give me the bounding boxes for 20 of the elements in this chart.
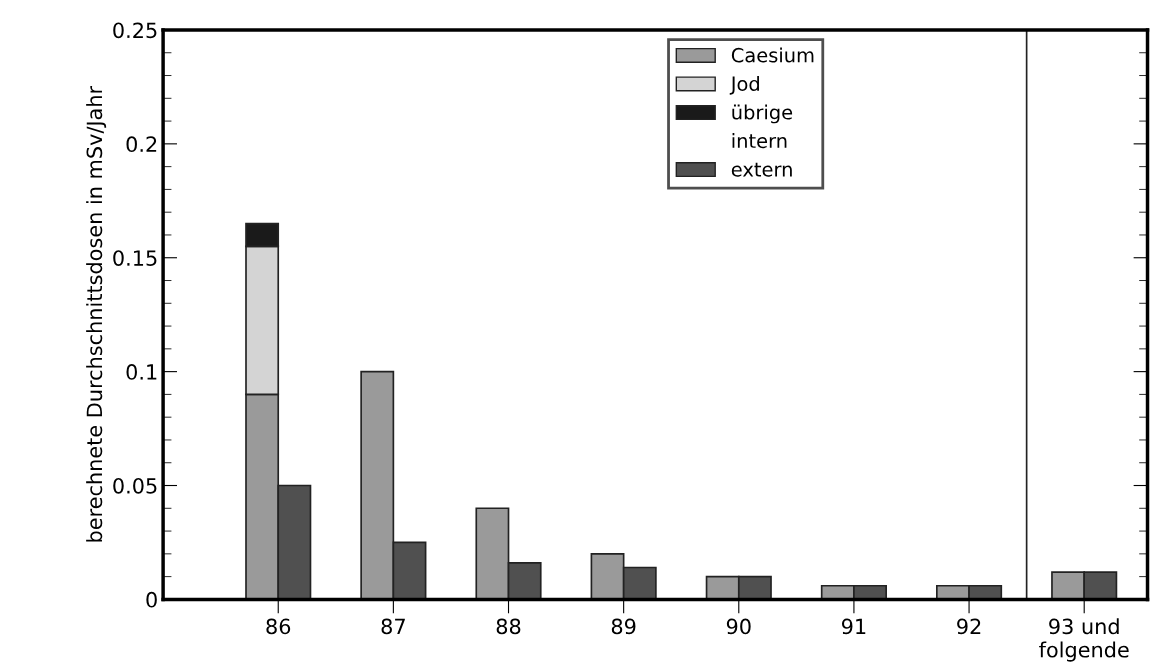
y-tick-label: 0.15 xyxy=(113,250,157,266)
x-tick-label: 92 xyxy=(957,618,981,635)
x-tick-label: 86 xyxy=(266,618,291,635)
legend-label: extern xyxy=(731,162,792,177)
x-tick-label: 90 xyxy=(726,618,751,635)
x-tick-label: 93 und folgende xyxy=(1039,618,1129,662)
y-tick-label: 0 xyxy=(146,591,157,608)
x-tick-label: 91 xyxy=(841,618,866,635)
y-tick-label: 0.05 xyxy=(113,477,157,494)
legend-label: übrige xyxy=(732,104,793,124)
legend-label: Jod xyxy=(729,76,759,95)
x-tick-label: 88 xyxy=(496,618,521,635)
annotation: intern xyxy=(732,133,787,149)
x-tick-label: 89 xyxy=(611,618,636,635)
y-tick-label: 0.2 xyxy=(126,136,157,153)
y-tick-label: 0.1 xyxy=(126,364,157,380)
x-tick-label: 87 xyxy=(381,618,405,635)
y-tick-label: 0.25 xyxy=(113,22,157,39)
y-axis-title: berechnete Durchschnittsdosen in mSv/Jahr xyxy=(86,85,107,542)
legend-label: Caesium xyxy=(731,47,814,63)
